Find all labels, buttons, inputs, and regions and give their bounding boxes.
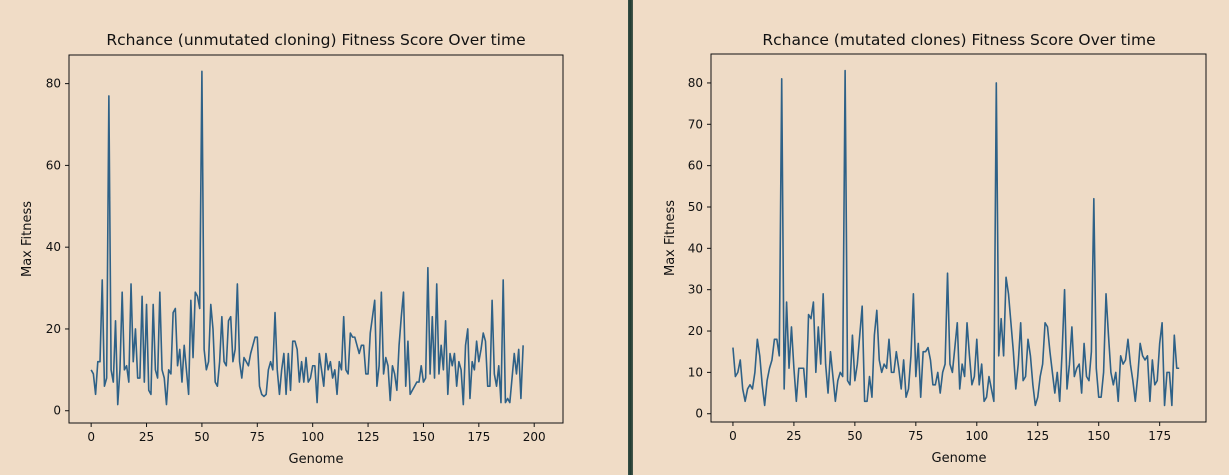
x-tick-label: 75 bbox=[908, 429, 923, 443]
x-tick-label: 50 bbox=[847, 429, 862, 443]
y-tick-label: 60 bbox=[688, 159, 703, 173]
y-tick-label: 20 bbox=[46, 322, 61, 336]
y-tick-label: 70 bbox=[688, 117, 703, 131]
y-tick-label: 40 bbox=[688, 241, 703, 255]
tick-group: 0 25 50 75 100 125 150 175 200 0 20 40 60 80 bbox=[46, 77, 546, 444]
x-tick-label: 50 bbox=[194, 430, 209, 444]
y-tick-label: 20 bbox=[688, 324, 703, 338]
x-tick-label: 125 bbox=[1026, 429, 1049, 443]
x-tick-label: 200 bbox=[523, 430, 546, 444]
y-tick-label: 0 bbox=[695, 407, 703, 421]
x-tick-label: 175 bbox=[1148, 429, 1171, 443]
x-axis-label: Genome bbox=[932, 451, 987, 466]
left-chart-panel: Rchance (unmutated cloning) Fitness Scor… bbox=[20, 31, 564, 467]
x-tick-label: 100 bbox=[965, 429, 988, 443]
tick-group: 0 25 50 75 100 125 150 175 0 10 20 30 40 50 60 70 80 bbox=[688, 76, 1171, 443]
x-axis-label: Genome bbox=[289, 452, 344, 467]
series-line bbox=[732, 69, 1180, 407]
plot-area bbox=[68, 54, 564, 424]
series-line bbox=[90, 70, 524, 406]
y-tick-label: 40 bbox=[46, 240, 61, 254]
x-tick-label: 0 bbox=[729, 429, 737, 443]
y-tick-label: 10 bbox=[688, 365, 703, 379]
y-tick-label: 50 bbox=[688, 200, 703, 214]
y-axis-label: Max Fitness bbox=[663, 200, 678, 276]
y-tick-label: 0 bbox=[53, 404, 61, 418]
right-chart: Rchance (mutated clones) Fitness Score O… bbox=[663, 31, 1207, 466]
chart-title: Rchance (unmutated cloning) Fitness Scor… bbox=[106, 31, 525, 49]
window-divider[interactable] bbox=[628, 0, 633, 475]
y-tick-label: 80 bbox=[688, 76, 703, 90]
chart-title: Rchance (mutated clones) Fitness Score O… bbox=[762, 31, 1155, 49]
x-tick-label: 25 bbox=[139, 430, 154, 444]
x-tick-label: 100 bbox=[301, 430, 324, 444]
y-tick-label: 80 bbox=[46, 77, 61, 91]
right-chart-panel: Rchance (mutated clones) Fitness Score O… bbox=[633, 0, 1229, 475]
x-tick-label: 25 bbox=[786, 429, 801, 443]
left-chart: Rchance (unmutated cloning) Fitness Scor… bbox=[20, 31, 564, 467]
y-tick-label: 60 bbox=[46, 158, 61, 172]
x-tick-label: 0 bbox=[87, 430, 95, 444]
y-tick-label: 30 bbox=[688, 283, 703, 297]
x-tick-label: 150 bbox=[412, 430, 435, 444]
x-tick-label: 75 bbox=[250, 430, 265, 444]
x-tick-label: 125 bbox=[357, 430, 380, 444]
x-tick-label: 175 bbox=[467, 430, 490, 444]
y-axis-label: Max Fitness bbox=[20, 201, 35, 277]
x-tick-label: 150 bbox=[1087, 429, 1110, 443]
